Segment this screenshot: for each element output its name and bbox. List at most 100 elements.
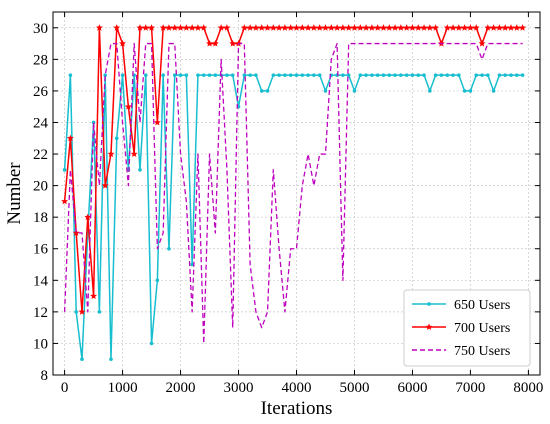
data-point — [449, 24, 457, 31]
data-point — [281, 24, 289, 31]
data-point — [374, 24, 382, 31]
data-point — [513, 24, 521, 31]
x-tick-label: 7000 — [455, 380, 485, 396]
legend-label: 750 Users — [454, 344, 510, 359]
x-tick-label: 4000 — [282, 380, 312, 396]
y-tick-label: 18 — [33, 210, 48, 226]
y-tick-label: 14 — [33, 273, 49, 289]
data-point — [103, 73, 107, 77]
data-point — [190, 262, 194, 267]
data-point — [416, 73, 421, 77]
data-point — [271, 73, 276, 77]
data-point — [495, 24, 503, 31]
data-point — [339, 24, 347, 31]
data-point — [491, 89, 496, 93]
y-tick-label: 24 — [33, 115, 49, 131]
data-point — [80, 357, 84, 362]
data-point — [519, 24, 527, 31]
data-point — [370, 73, 374, 77]
data-point — [310, 24, 318, 31]
data-point — [142, 24, 150, 31]
legend-box — [403, 289, 531, 367]
x-axis-title: Iterations — [261, 398, 333, 419]
data-point — [387, 73, 392, 77]
data-point — [167, 246, 171, 251]
series-layer — [61, 24, 527, 362]
data-point — [426, 24, 434, 31]
data-point — [265, 89, 270, 93]
data-point — [461, 24, 469, 31]
data-point — [404, 73, 409, 77]
data-point — [346, 73, 351, 77]
data-point — [341, 73, 345, 77]
data-point — [316, 24, 324, 31]
data-point — [420, 24, 428, 31]
data-point — [119, 39, 126, 47]
data-point — [172, 73, 177, 77]
data-point — [61, 197, 69, 205]
x-tick-label: 1000 — [108, 380, 138, 396]
data-point — [480, 73, 484, 77]
data-point — [293, 24, 300, 31]
data-point — [213, 73, 218, 77]
data-point — [501, 24, 509, 31]
data-point — [114, 136, 119, 141]
data-point — [155, 278, 160, 283]
data-point — [497, 73, 502, 77]
data-point — [375, 73, 380, 77]
data-point — [68, 73, 73, 77]
data-point — [171, 24, 179, 31]
data-point — [84, 213, 92, 221]
data-point — [515, 73, 519, 77]
data-point — [161, 73, 165, 77]
data-point — [242, 73, 247, 77]
data-point — [306, 73, 310, 77]
data-point — [95, 24, 103, 31]
data-point — [391, 24, 399, 31]
y-tick-label: 12 — [33, 305, 48, 321]
data-point — [403, 24, 411, 31]
data-point — [385, 24, 393, 31]
y-tick-label: 10 — [33, 336, 48, 352]
data-point — [351, 24, 358, 31]
data-point — [356, 24, 364, 31]
data-point — [124, 103, 132, 110]
data-point — [368, 24, 376, 31]
data-point — [381, 73, 386, 77]
data-point — [304, 24, 312, 31]
data-point — [288, 73, 293, 77]
x-tick-label: 3000 — [224, 380, 254, 396]
data-point — [148, 24, 155, 31]
y-tick-label: 30 — [33, 21, 48, 37]
data-point — [409, 24, 416, 31]
data-point — [229, 39, 237, 47]
legend-label: 700 Users — [454, 321, 510, 336]
data-point — [264, 24, 271, 31]
data-point — [484, 24, 492, 31]
data-point — [455, 24, 463, 31]
x-tick-label: 2000 — [166, 380, 196, 396]
data-point — [298, 24, 306, 31]
y-tick-label: 26 — [33, 84, 49, 100]
data-point — [275, 24, 283, 31]
data-point — [153, 118, 161, 126]
data-point — [439, 73, 444, 77]
data-point — [130, 150, 138, 157]
data-point — [451, 73, 455, 77]
data-point — [252, 24, 260, 31]
data-point — [414, 24, 422, 31]
data-point — [217, 24, 225, 31]
legend-marker — [427, 302, 431, 306]
data-point — [345, 24, 353, 31]
y-tick-label: 28 — [33, 52, 48, 68]
data-point — [362, 24, 370, 31]
data-point — [196, 73, 200, 77]
data-point — [277, 73, 281, 77]
data-point — [230, 73, 235, 77]
data-point — [72, 229, 80, 236]
data-point — [486, 73, 490, 77]
y-tick-label: 20 — [33, 179, 48, 195]
data-point — [352, 89, 357, 93]
data-point — [223, 24, 231, 31]
